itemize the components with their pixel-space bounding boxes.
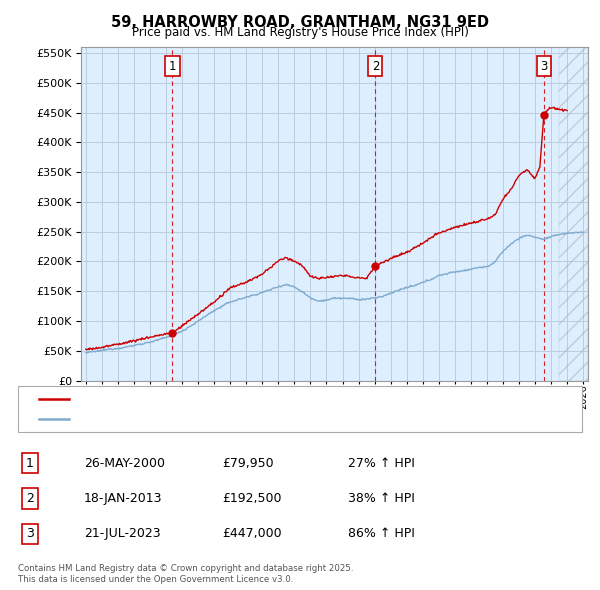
Text: 59, HARROWBY ROAD, GRANTHAM, NG31 9ED (semi-detached house): 59, HARROWBY ROAD, GRANTHAM, NG31 9ED (s… (75, 394, 457, 404)
Text: This data is licensed under the Open Government Licence v3.0.: This data is licensed under the Open Gov… (18, 575, 293, 584)
Text: 21-JUL-2023: 21-JUL-2023 (84, 527, 161, 540)
Text: 86% ↑ HPI: 86% ↑ HPI (348, 527, 415, 540)
Text: 1: 1 (169, 60, 176, 73)
Text: 1: 1 (26, 457, 34, 470)
Text: £447,000: £447,000 (222, 527, 281, 540)
Text: 26-MAY-2000: 26-MAY-2000 (84, 457, 165, 470)
Text: Contains HM Land Registry data © Crown copyright and database right 2025.: Contains HM Land Registry data © Crown c… (18, 565, 353, 573)
Text: 3: 3 (26, 527, 34, 540)
Text: 38% ↑ HPI: 38% ↑ HPI (348, 492, 415, 505)
Text: 59, HARROWBY ROAD, GRANTHAM, NG31 9ED: 59, HARROWBY ROAD, GRANTHAM, NG31 9ED (111, 15, 489, 30)
Text: £192,500: £192,500 (222, 492, 281, 505)
Text: 18-JAN-2013: 18-JAN-2013 (84, 492, 163, 505)
Text: 2: 2 (371, 60, 379, 73)
Text: Price paid vs. HM Land Registry's House Price Index (HPI): Price paid vs. HM Land Registry's House … (131, 26, 469, 39)
Text: HPI: Average price, semi-detached house, South Kesteven: HPI: Average price, semi-detached house,… (75, 414, 392, 424)
Text: 27% ↑ HPI: 27% ↑ HPI (348, 457, 415, 470)
Text: £79,950: £79,950 (222, 457, 274, 470)
Text: 2: 2 (26, 492, 34, 505)
Text: 3: 3 (540, 60, 548, 73)
